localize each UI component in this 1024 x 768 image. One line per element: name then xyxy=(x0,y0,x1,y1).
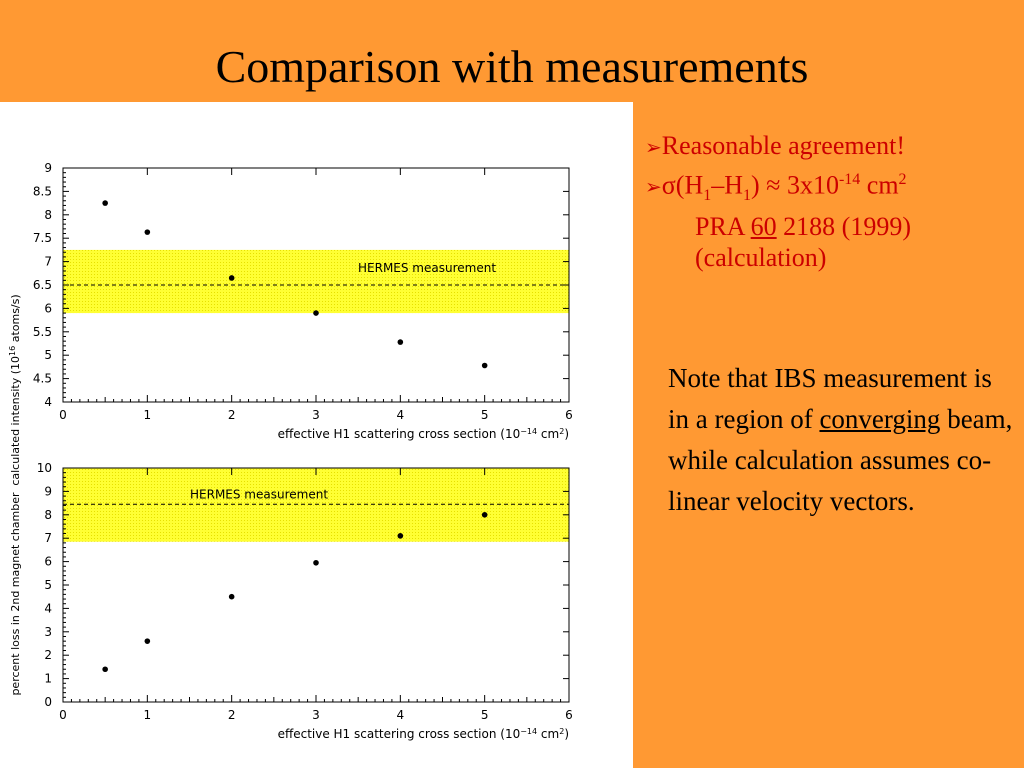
bullet-agreement: ➢Reasonable agreement! xyxy=(645,131,906,160)
figure-panel: HERMES measurement 4 4.5 5 5.5 6 6.5 7 7.5 8 8.5 9… xyxy=(0,102,633,768)
data-point xyxy=(481,362,488,369)
data-point xyxy=(102,200,108,206)
x-tick-label: 6 xyxy=(565,408,573,422)
data-point xyxy=(228,593,235,600)
x-axis-label: effective H1 scattering cross section (1… xyxy=(278,727,569,741)
y-axis-label: percent loss in 2nd magnet chamber xyxy=(9,492,22,696)
y-tick-label: 9 xyxy=(44,161,52,175)
y-tick-label: 5.5 xyxy=(33,325,52,339)
data-points xyxy=(102,512,488,673)
arrow-bullet-icon: ➢ xyxy=(645,176,662,199)
y-tick-label: 7 xyxy=(44,531,52,545)
hermes-label: HERMES measurement xyxy=(190,487,328,501)
x-tick-label: 6 xyxy=(565,708,573,722)
intensity-chart: HERMES measurement 4 4.5 5 5.5 6 6.5 7 7.5 8 8.5 9… xyxy=(8,161,573,486)
x-tick-label: 1 xyxy=(144,708,152,722)
x-axis-ticks: 0 1 2 3 4 5 6 xyxy=(59,168,573,422)
y-tick-label: 8.5 xyxy=(33,184,52,198)
y-axis-ticks: 0 1 2 3 4 5 6 7 8 9 10 xyxy=(37,461,569,709)
y-tick-label: 10 xyxy=(37,461,52,475)
x-tick-label: 0 xyxy=(59,708,67,722)
x-tick-label: 4 xyxy=(397,708,405,722)
x-tick-label: 3 xyxy=(312,708,320,722)
y-tick-label: 6.5 xyxy=(33,278,52,292)
x-tick-label: 0 xyxy=(59,408,67,422)
y-axis-label: calculated intensity (1016 atoms/s) xyxy=(8,294,22,485)
x-tick-label: 5 xyxy=(481,408,489,422)
hermes-band-rect xyxy=(63,249,569,314)
x-tick-label: 2 xyxy=(228,408,236,422)
x-tick-label: 5 xyxy=(481,708,489,722)
y-tick-label: 8 xyxy=(44,508,52,522)
data-point xyxy=(144,638,151,644)
y-tick-label: 7 xyxy=(44,255,52,269)
y-tick-label: 4.5 xyxy=(33,372,52,386)
y-tick-label: 5 xyxy=(44,348,52,362)
y-axis-ticks: 4 4.5 5 5.5 6 6.5 7 7.5 8 8.5 9 xyxy=(33,161,569,409)
bullet-list: ➢Reasonable agreement! ➢σ(H1–H1) ≈ 3x10-… xyxy=(645,130,1020,273)
y-tick-label: 6 xyxy=(44,301,52,315)
arrow-bullet-icon: ➢ xyxy=(645,137,662,159)
ibs-note: Note that IBS measurement is in a region… xyxy=(668,363,1013,516)
reference-note: (calculation) xyxy=(695,242,827,272)
data-point xyxy=(102,666,108,673)
x-axis-ticks: 0 1 2 3 4 5 6 xyxy=(59,468,573,722)
data-points xyxy=(102,200,488,369)
hermes-band xyxy=(63,468,569,542)
data-point xyxy=(144,229,151,235)
hermes-band xyxy=(63,249,569,314)
y-tick-label: 3 xyxy=(44,625,52,639)
reference-volume: 60 xyxy=(750,211,777,241)
y-tick-label: 9 xyxy=(44,484,52,498)
data-point xyxy=(313,310,319,316)
hermes-band-rect xyxy=(63,468,569,542)
reference-line: PRA 60 2188 (1999) xyxy=(695,211,911,241)
y-tick-label: 7.5 xyxy=(33,231,52,245)
x-axis-label: effective H1 scattering cross section (1… xyxy=(278,427,569,441)
hermes-label: HERMES measurement xyxy=(358,261,496,275)
x-tick-label: 2 xyxy=(228,708,236,722)
y-tick-label: 0 xyxy=(44,695,52,709)
data-point xyxy=(397,339,404,345)
converging-word: converging xyxy=(819,404,941,434)
slide-title: Comparison with measurements xyxy=(215,41,809,92)
y-tick-label: 1 xyxy=(44,672,52,686)
data-point xyxy=(397,533,404,539)
data-point xyxy=(481,512,488,518)
y-tick-label: 8 xyxy=(44,208,52,222)
bullet-cross-section: ➢σ(H1–H1) ≈ 3x10-14 cm2 xyxy=(645,170,907,204)
x-tick-label: 3 xyxy=(312,408,320,422)
y-tick-label: 6 xyxy=(44,555,52,569)
y-tick-label: 4 xyxy=(44,395,52,409)
data-point xyxy=(313,559,319,566)
y-tick-label: 2 xyxy=(44,648,52,662)
charts-svg: HERMES measurement 4 4.5 5 5.5 6 6.5 7 7.5 8 8.5 9… xyxy=(8,161,573,741)
x-tick-label: 4 xyxy=(397,408,405,422)
x-tick-label: 1 xyxy=(144,408,152,422)
y-tick-label: 4 xyxy=(44,601,52,615)
y-tick-label: 5 xyxy=(44,578,52,592)
data-point xyxy=(228,275,235,281)
